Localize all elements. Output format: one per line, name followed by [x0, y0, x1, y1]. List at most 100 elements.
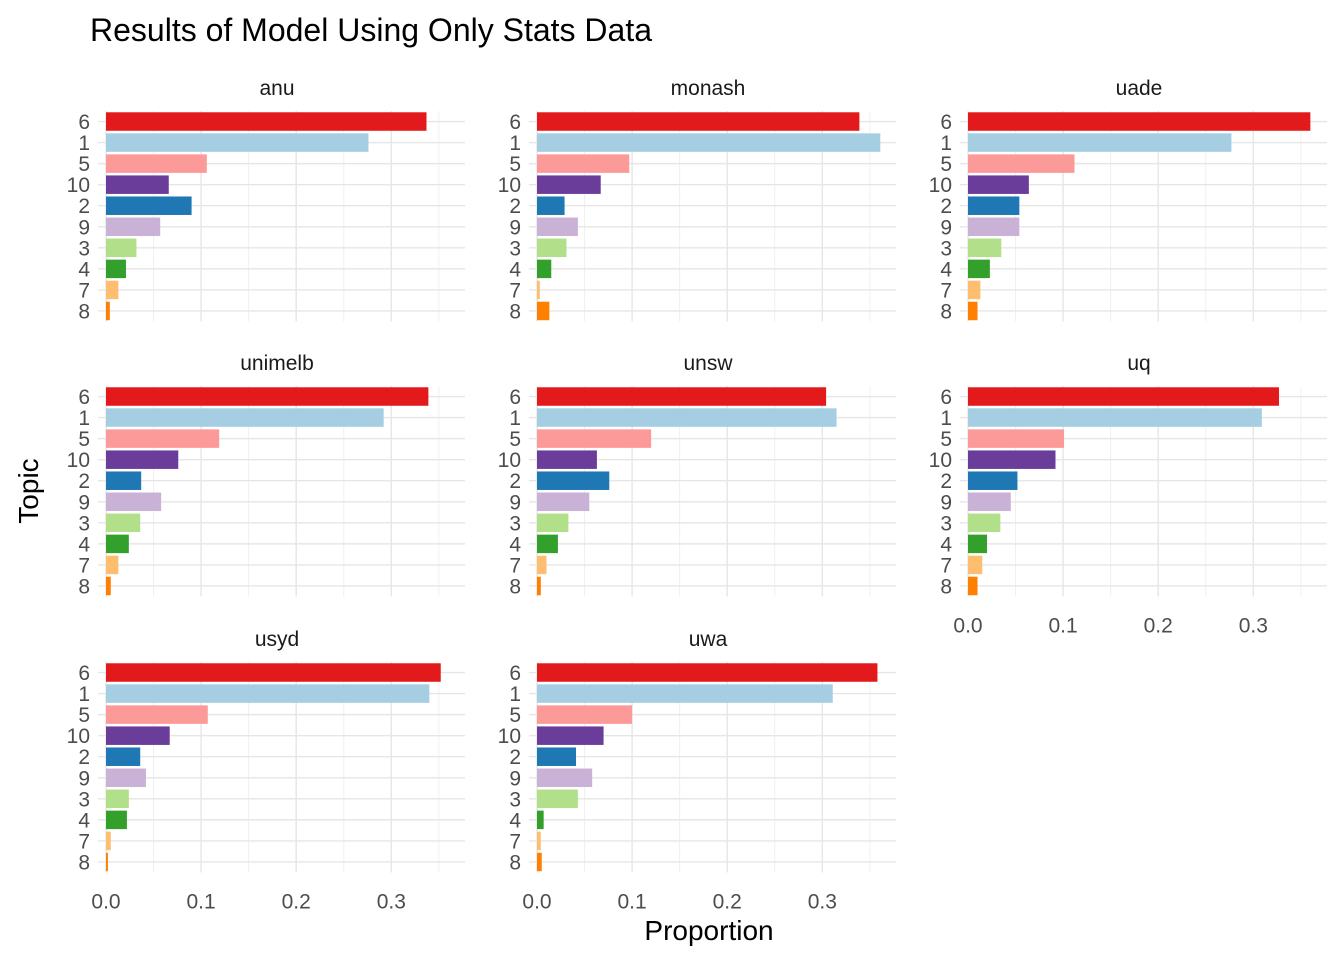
x-tick-label: 0.3 [1239, 615, 1268, 638]
y-tick-label: 8 [940, 575, 952, 598]
y-tick-label: 2 [78, 470, 90, 493]
bar-monash-topic-5 [537, 154, 630, 173]
bar-anu-topic-9 [106, 217, 161, 237]
facet-label: monash [671, 77, 746, 100]
bar-uade-topic-9 [968, 217, 1020, 237]
y-tick-label: 3 [78, 788, 90, 811]
x-tick-label: 0.2 [713, 891, 742, 914]
y-tick-label: 10 [67, 449, 90, 472]
bar-uwa-topic-7 [537, 831, 541, 851]
facet-label: uade [1116, 77, 1163, 100]
y-tick-label: 3 [509, 512, 521, 535]
y-tick-label: 10 [498, 449, 521, 472]
y-tick-label: 9 [940, 216, 952, 239]
x-tick-label: 0.2 [1144, 615, 1173, 638]
bar-anu-topic-6 [106, 112, 427, 131]
y-tick-label: 1 [940, 407, 952, 430]
bar-unimelb-topic-9 [106, 492, 162, 512]
x-tick-label: 0.0 [91, 891, 120, 914]
y-tick-label: 6 [78, 386, 90, 409]
bar-usyd-topic-8 [106, 852, 108, 872]
bar-monash-topic-2 [537, 196, 565, 215]
y-tick-label: 3 [509, 788, 521, 811]
y-tick-label: 3 [509, 237, 521, 260]
facet-label: anu [259, 77, 294, 100]
y-tick-label: 6 [509, 111, 521, 134]
y-tick-label: 4 [78, 533, 90, 556]
bar-monash-topic-10 [537, 175, 601, 194]
bar-uade-topic-7 [968, 280, 981, 300]
bar-unimelb-topic-2 [106, 471, 142, 490]
y-tick-label: 9 [78, 216, 90, 239]
y-tick-label: 5 [509, 153, 521, 176]
bar-unsw-topic-3 [537, 513, 569, 533]
bar-unimelb-topic-3 [106, 513, 141, 533]
facet-label: unsw [683, 352, 733, 375]
y-tick-label: 5 [78, 153, 90, 176]
bar-uq-topic-9 [968, 492, 1011, 512]
bar-uade-topic-5 [968, 154, 1075, 173]
bar-uwa-topic-2 [537, 747, 576, 766]
y-tick-label: 8 [509, 300, 521, 323]
bar-usyd-topic-7 [106, 831, 111, 851]
x-tick-label: 0.0 [522, 891, 551, 914]
bar-anu-topic-8 [106, 301, 110, 321]
bar-uade-topic-2 [968, 196, 1020, 215]
bar-uq-topic-5 [968, 429, 1065, 448]
bar-uwa-topic-5 [537, 705, 633, 724]
bar-monash-topic-7 [537, 280, 540, 300]
bar-uwa-topic-3 [537, 789, 578, 809]
y-tick-label: 8 [509, 851, 521, 874]
y-tick-label: 1 [78, 407, 90, 430]
bar-anu-topic-7 [106, 280, 119, 300]
facet-label: uwa [689, 628, 728, 651]
bar-unimelb-topic-7 [106, 555, 119, 575]
bar-unimelb-topic-5 [106, 429, 220, 448]
bar-anu-topic-4 [106, 259, 126, 279]
x-axis-title: Proportion [644, 915, 773, 946]
y-tick-label: 3 [940, 237, 952, 260]
y-tick-label: 2 [78, 746, 90, 769]
bar-anu-topic-10 [106, 175, 169, 194]
bar-monash-topic-4 [537, 259, 552, 279]
y-tick-label: 10 [498, 725, 521, 748]
bar-uq-topic-2 [968, 471, 1018, 490]
bar-unsw-topic-1 [537, 408, 837, 427]
y-tick-label: 8 [78, 575, 90, 598]
bar-unimelb-topic-4 [106, 534, 129, 554]
y-tick-label: 9 [940, 491, 952, 514]
y-tick-label: 7 [509, 830, 521, 853]
y-tick-label: 8 [78, 851, 90, 874]
bar-uwa-topic-9 [537, 768, 593, 788]
y-tick-label: 2 [940, 470, 952, 493]
bar-usyd-topic-4 [106, 810, 127, 830]
y-tick-label: 3 [940, 512, 952, 535]
bar-uq-topic-4 [968, 534, 988, 554]
y-tick-label: 7 [78, 830, 90, 853]
y-tick-label: 2 [509, 470, 521, 493]
y-tick-label: 10 [929, 174, 952, 197]
facet-label: unimelb [240, 352, 314, 375]
y-tick-label: 6 [509, 386, 521, 409]
x-tick-label: 0.1 [1048, 615, 1077, 638]
y-tick-label: 10 [67, 725, 90, 748]
bar-unsw-topic-4 [537, 534, 558, 554]
y-tick-label: 5 [509, 704, 521, 727]
y-tick-label: 10 [929, 449, 952, 472]
y-tick-label: 4 [78, 809, 90, 832]
y-tick-label: 1 [78, 683, 90, 706]
y-tick-label: 6 [78, 662, 90, 685]
y-tick-label: 5 [940, 428, 952, 451]
y-tick-label: 9 [509, 491, 521, 514]
bar-uwa-topic-1 [537, 684, 833, 703]
y-tick-label: 1 [78, 132, 90, 155]
bar-monash-topic-8 [537, 301, 550, 321]
bar-usyd-topic-3 [106, 789, 129, 809]
bar-uade-topic-1 [968, 133, 1232, 152]
y-tick-label: 6 [509, 662, 521, 685]
